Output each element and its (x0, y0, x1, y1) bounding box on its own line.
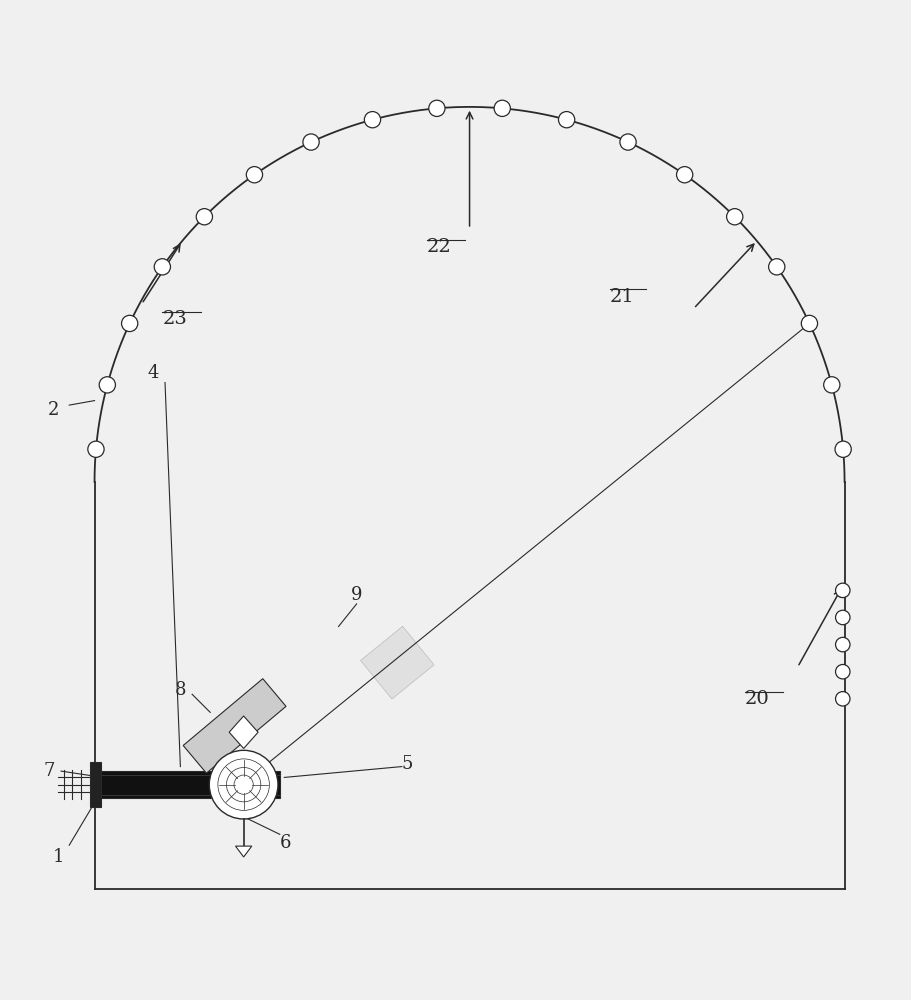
Circle shape (209, 750, 278, 819)
Text: 20: 20 (744, 690, 769, 708)
Bar (90, 762, 101, 807)
Circle shape (834, 692, 849, 706)
Circle shape (676, 167, 692, 183)
Text: 2: 2 (48, 401, 59, 419)
Circle shape (834, 664, 849, 679)
Circle shape (196, 209, 212, 225)
Circle shape (726, 209, 742, 225)
Polygon shape (229, 716, 258, 749)
Circle shape (619, 134, 636, 150)
Circle shape (834, 583, 849, 598)
Circle shape (87, 441, 104, 457)
Text: 7: 7 (44, 762, 55, 780)
Circle shape (302, 134, 319, 150)
Circle shape (494, 100, 510, 116)
Circle shape (246, 167, 262, 183)
Circle shape (801, 315, 816, 332)
Circle shape (558, 112, 574, 128)
Text: 6: 6 (280, 834, 291, 852)
Circle shape (364, 112, 380, 128)
Text: 8: 8 (174, 681, 186, 699)
Circle shape (834, 441, 850, 457)
Text: 5: 5 (402, 755, 413, 773)
Circle shape (834, 637, 849, 652)
Text: 23: 23 (162, 310, 187, 328)
Circle shape (154, 259, 170, 275)
Polygon shape (360, 626, 434, 699)
Circle shape (768, 259, 784, 275)
Bar (95, 771, 280, 798)
Polygon shape (183, 679, 286, 773)
Circle shape (121, 315, 138, 332)
Polygon shape (235, 846, 251, 857)
Circle shape (99, 377, 116, 393)
Text: 21: 21 (609, 288, 634, 306)
Text: 4: 4 (148, 364, 159, 382)
Text: 1: 1 (53, 848, 64, 866)
Circle shape (428, 100, 445, 116)
Circle shape (823, 377, 839, 393)
Text: 9: 9 (351, 586, 362, 604)
Circle shape (834, 610, 849, 625)
Text: 22: 22 (426, 238, 451, 256)
